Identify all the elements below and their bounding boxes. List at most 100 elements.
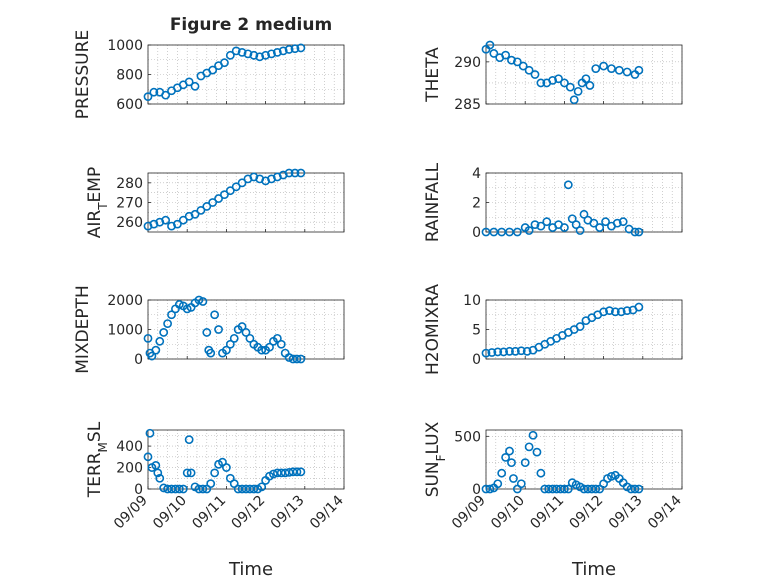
data-point — [255, 52, 265, 62]
data-point — [612, 218, 622, 228]
data-point — [607, 64, 616, 73]
data-point — [284, 168, 294, 178]
y-axis-label: RAINFALL — [423, 162, 443, 242]
y-tick-label: 285 — [454, 97, 481, 113]
y-tick-label: 0 — [134, 482, 143, 498]
data-point — [241, 328, 251, 337]
data-point — [190, 209, 200, 219]
subplot-h2omixra: 0 5 10 H2OMIXRA — [423, 284, 683, 375]
data-point — [518, 61, 528, 71]
y-tick-label: 290 — [454, 55, 481, 71]
data-point — [512, 227, 522, 237]
data-point — [530, 220, 540, 230]
data-point — [511, 346, 520, 356]
data-point — [161, 215, 171, 225]
data-point — [509, 474, 518, 483]
data-point — [485, 40, 495, 50]
data-point — [507, 458, 516, 468]
data-series — [143, 295, 306, 364]
data-point — [296, 168, 306, 178]
data-point — [290, 168, 300, 178]
data-point — [143, 333, 153, 343]
data-point — [616, 307, 626, 317]
data-point — [489, 49, 499, 58]
data-point — [563, 180, 573, 190]
data-point — [220, 58, 229, 68]
data-point — [581, 74, 591, 84]
data-point — [257, 345, 267, 355]
data-point — [276, 339, 286, 349]
data-point — [567, 214, 577, 224]
data-point — [524, 65, 534, 75]
data-point — [520, 458, 530, 468]
data-point — [186, 468, 196, 478]
data-point — [599, 61, 608, 71]
x-tick-label: 09/11 — [189, 493, 229, 533]
x-tick-label: 09/09 — [111, 493, 151, 533]
y-axis-label: H2OMIXRA — [423, 284, 443, 375]
grid-lines — [147, 299, 345, 360]
data-point — [536, 78, 546, 88]
data-point — [497, 468, 507, 478]
y-tick-label: 260 — [116, 215, 143, 231]
grid-lines — [485, 45, 683, 105]
grid-lines — [485, 299, 683, 360]
data-point — [634, 484, 644, 494]
x-tick-label: 09/12 — [567, 493, 607, 533]
data-point — [206, 479, 216, 489]
data-point — [607, 471, 616, 481]
y-tick-label: 800 — [116, 68, 143, 84]
data-point — [182, 304, 192, 314]
data-point — [225, 339, 235, 349]
data-point — [589, 218, 599, 228]
y-tick-label: 0 — [472, 225, 481, 241]
data-series — [143, 43, 306, 102]
data-point — [614, 65, 624, 75]
y-tick-label: 500 — [454, 429, 481, 445]
data-point — [196, 205, 206, 215]
data-series — [143, 168, 306, 231]
data-point — [220, 190, 229, 200]
y-axis-label: PRESSURE — [73, 30, 93, 119]
axes-box — [485, 299, 683, 360]
grid-lines — [485, 430, 683, 490]
data-point — [605, 306, 614, 316]
data-point — [563, 484, 573, 494]
data-point — [499, 347, 509, 357]
x-axis-label-right: Time — [571, 559, 616, 580]
data-point — [174, 300, 184, 309]
data-point — [214, 325, 223, 334]
data-point — [601, 217, 610, 227]
data-point — [290, 44, 300, 54]
data-point — [257, 482, 267, 492]
data-point — [198, 484, 208, 494]
data-point — [202, 328, 212, 337]
data-point — [155, 336, 165, 346]
data-point — [272, 333, 282, 343]
data-point — [585, 81, 595, 90]
data-point — [565, 82, 575, 92]
y-tick-label: 0 — [472, 482, 481, 498]
data-point — [296, 467, 306, 477]
data-point — [599, 307, 608, 317]
data-point — [516, 479, 526, 489]
data-point — [198, 297, 208, 306]
y-axis-label: AIRTEMP — [85, 167, 110, 238]
data-series — [143, 428, 306, 494]
y-tick-label: 0 — [472, 352, 481, 368]
y-axis-label: TERRMSL — [85, 421, 110, 498]
data-point — [161, 90, 171, 100]
data-point — [481, 348, 491, 358]
x-tick-label: 09/14 — [307, 492, 347, 532]
data-point — [221, 345, 231, 355]
data-point — [575, 322, 585, 331]
data-point — [153, 468, 163, 478]
y-tick-label: 280 — [116, 176, 143, 192]
data-point — [174, 484, 184, 494]
data-point — [208, 65, 218, 75]
y-tick-label: 200 — [116, 461, 143, 477]
data-point — [536, 221, 546, 231]
data-point — [501, 50, 510, 60]
